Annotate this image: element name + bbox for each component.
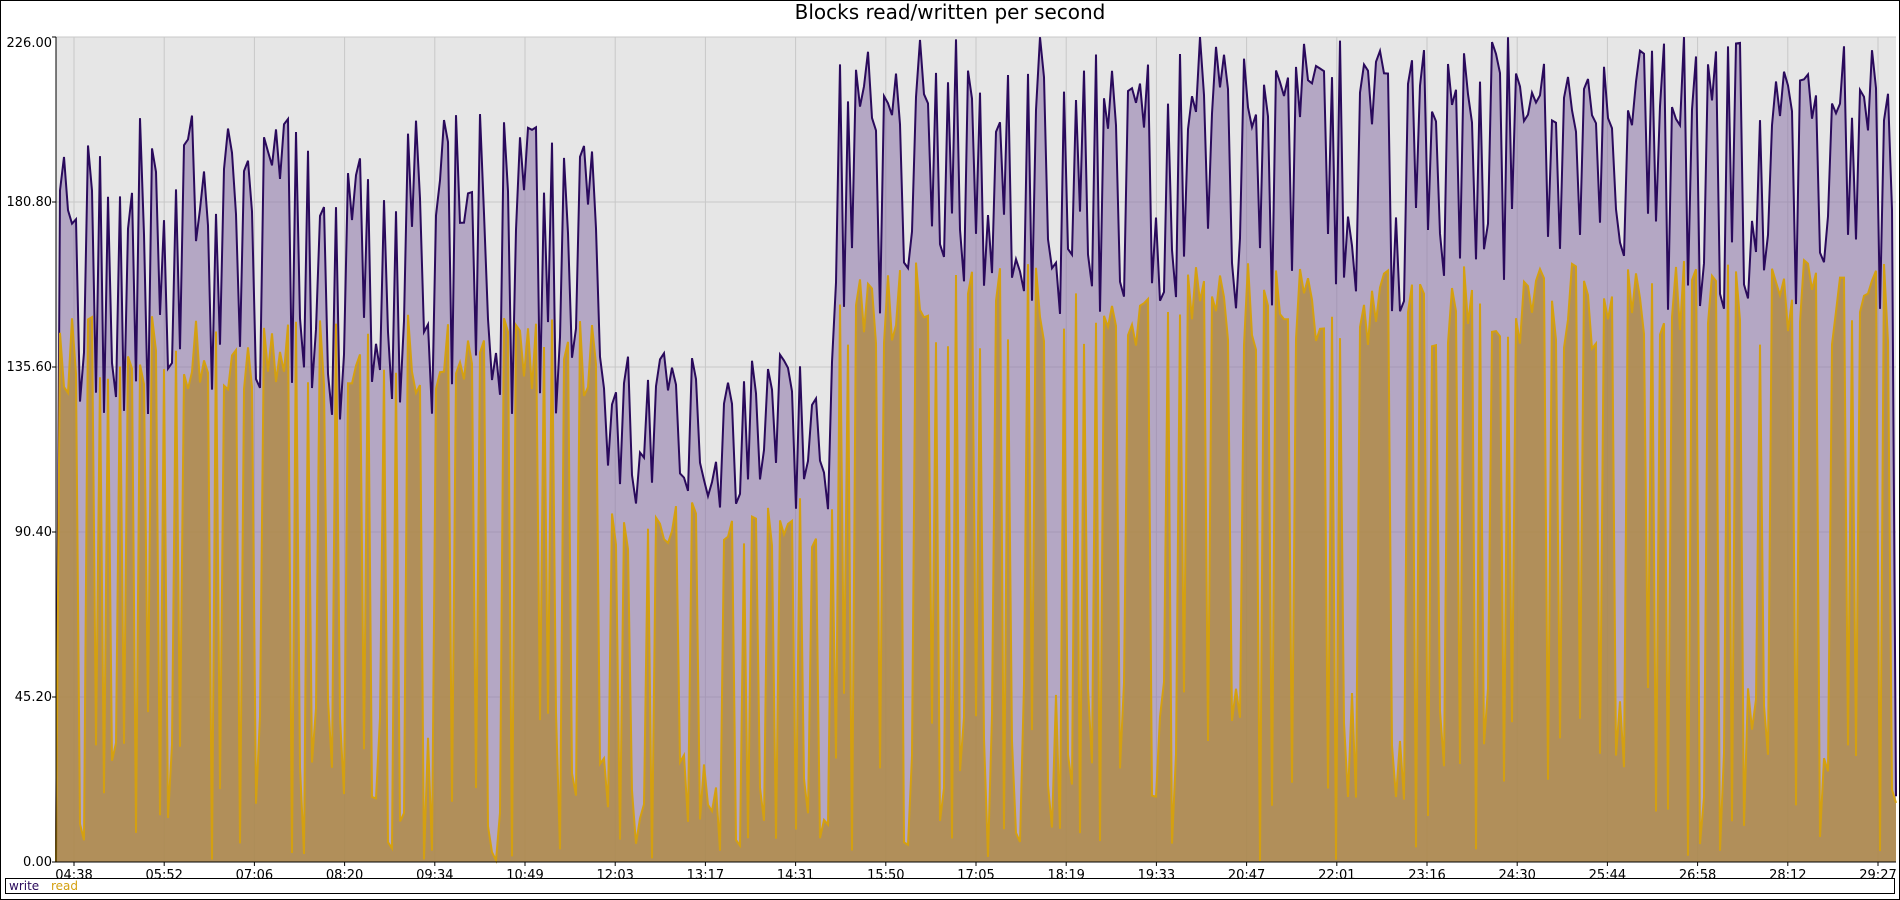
y-tick-label: 0.00 <box>23 855 52 870</box>
x-tick-label: 10:49 <box>506 868 543 878</box>
x-tick-label: 07:06 <box>236 868 273 878</box>
y-tick-label: 45.20 <box>15 690 52 705</box>
x-tick-label: 13:17 <box>687 868 724 878</box>
x-tick-label: 08:20 <box>326 868 363 878</box>
x-tick-label: 20:47 <box>1228 868 1265 878</box>
x-tick-label: 05:52 <box>145 868 182 878</box>
x-tick-label: 29:27 <box>1859 868 1896 878</box>
axis-layer: 0.00 45.20 90.40 135.60 180.80 226.00 04:38 05:… <box>7 36 1897 878</box>
x-tick-label: 22:01 <box>1318 868 1355 878</box>
chart-plot: 0.00 45.20 90.40 135.60 180.80 226.00 04:38 05:… <box>7 36 1897 878</box>
legend: write read <box>5 878 1895 894</box>
y-tick-label: 226.00 <box>7 36 53 51</box>
x-tick-label: 24:30 <box>1498 868 1535 878</box>
y-tick-label: 180.80 <box>7 195 53 210</box>
x-tick-label: 15:50 <box>867 868 904 878</box>
x-tick-label: 17:05 <box>957 868 994 878</box>
chart-title: Blocks read/written per second <box>794 0 1106 24</box>
x-tick-label: 26:58 <box>1679 868 1716 878</box>
x-tick-label: 19:33 <box>1138 868 1175 878</box>
y-tick-label: 90.40 <box>15 525 52 540</box>
x-tick-label: 25:44 <box>1589 868 1626 878</box>
x-tick-label: 09:34 <box>416 868 453 878</box>
x-tick-label: 04:38 <box>55 868 92 878</box>
x-tick-label: 23:16 <box>1408 868 1445 878</box>
x-tick-label: 14:31 <box>777 868 814 878</box>
line-layer <box>55 37 1897 864</box>
x-tick-label: 18:19 <box>1047 868 1084 878</box>
series-read-line <box>55 258 1897 864</box>
legend-item-read: read <box>51 879 79 893</box>
series-write-line <box>55 37 1897 863</box>
x-tick-label: 12:03 <box>596 868 633 878</box>
legend-item-write: write <box>9 879 40 893</box>
y-tick-label: 135.60 <box>7 360 53 375</box>
x-tick-label: 28:12 <box>1769 868 1806 878</box>
